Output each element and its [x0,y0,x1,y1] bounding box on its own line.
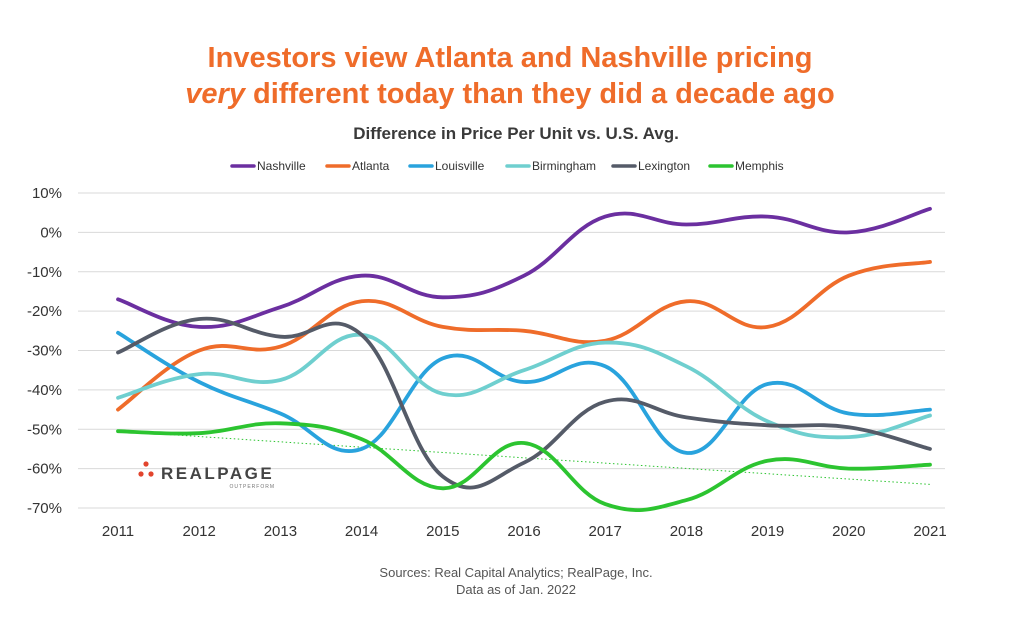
series-line-nashville [116,206,932,329]
legend: Nashville Atlanta Louisville Birmingham Lexi… [230,159,784,173]
legend-label: Memphis [735,159,784,173]
y-tick-label: -60% [27,461,62,478]
sources-line1: Sources: Real Capital Analytics; RealPag… [379,565,652,580]
legend-item-louisville: Louisville [408,159,485,173]
chart-title-line2: very different today than they did a dec… [185,78,834,110]
y-axis-ticks: 10% 0% -10% -20% -30% -40% -50% -60% -70% [27,185,62,517]
legend-item-lexington: Lexington [611,159,690,173]
y-tick-label: -10% [27,264,62,281]
x-tick-label: 2015 [426,523,459,540]
x-tick-label: 2019 [751,523,784,540]
y-tick-label: -30% [27,343,62,360]
x-tick-label: 2014 [345,523,378,540]
y-tick-label: -20% [27,303,62,320]
legend-item-birmingham: Birmingham [505,159,596,173]
title-emphasis: very [185,78,247,110]
x-tick-label: 2018 [670,523,703,540]
series-line-memphis [116,421,932,513]
y-tick-label: 10% [32,185,62,202]
series-line-louisville [116,330,932,455]
logo-name: REALPAGE [161,464,274,483]
series-line-birmingham [116,332,932,440]
logo-dot-1 [143,461,149,467]
series-layer [116,206,932,513]
x-tick-label: 2017 [589,523,622,540]
x-tick-label: 2012 [183,523,216,540]
x-tick-label: 2020 [832,523,865,540]
y-tick-label: -40% [27,382,62,399]
chart-title-line1: Investors view Atlanta and Nashville pri… [208,42,813,74]
legend-item-nashville: Nashville [230,159,306,173]
legend-label: Louisville [435,159,485,173]
x-tick-label: 2016 [507,523,540,540]
legend-item-atlanta: Atlanta [325,159,390,173]
grid [78,192,945,509]
x-tick-label: 2011 [102,523,134,540]
legend-item-memphis: Memphis [708,159,784,173]
x-axis-ticks: 2011 2012 2013 2014 2015 2016 2017 2018 2019 2020… [102,523,947,540]
logo-dot-3 [148,471,154,477]
title-rest: different today than they did a decade a… [245,78,835,110]
x-tick-label: 2021 [913,523,946,540]
legend-label: Lexington [638,159,690,173]
realpage-logo: REALPAGE OUTPERFORM [138,461,275,490]
sources-line2: Data as of Jan. 2022 [456,582,576,597]
legend-label: Atlanta [352,159,390,173]
series-line-lexington [116,316,932,490]
y-tick-label: 0% [40,224,62,241]
legend-label: Birmingham [532,159,596,173]
y-tick-label: -50% [27,421,62,438]
y-tick-label: -70% [27,500,62,517]
chart-subtitle: Difference in Price Per Unit vs. U.S. Av… [353,124,679,143]
logo-tagline: OUTPERFORM [229,484,275,490]
logo-dot-2 [138,471,144,477]
series-line-atlanta [116,260,932,412]
legend-label: Nashville [257,159,306,173]
x-tick-label: 2013 [264,523,297,540]
